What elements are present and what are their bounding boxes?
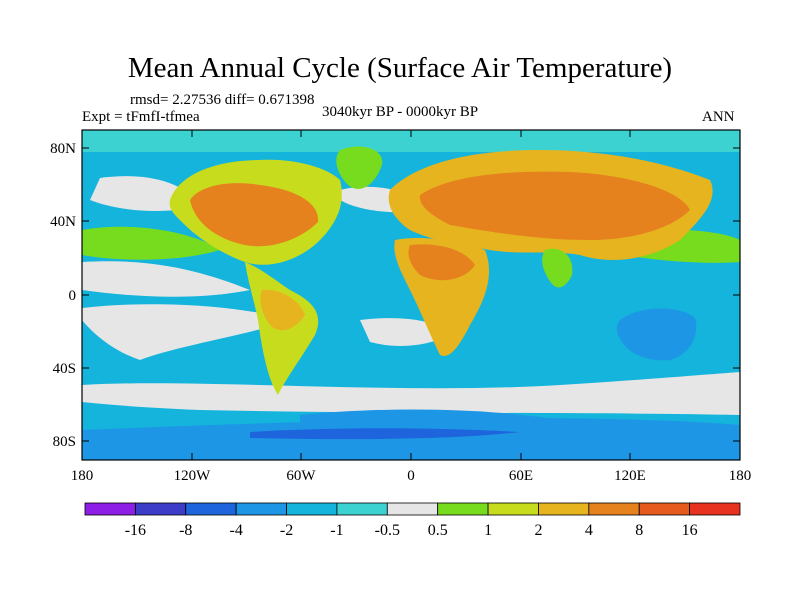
y-tick-label: 40N	[50, 214, 76, 230]
season-label: ANN	[702, 109, 735, 125]
colorbar-label: 2	[534, 522, 542, 539]
y-axis: 80N 40N 0 40S 80S	[50, 141, 740, 450]
y-tick-label: 40S	[53, 361, 76, 377]
experiment-label: Expt = tFmfI-tfmea	[82, 109, 200, 125]
australia	[616, 308, 697, 361]
colorbar-swatch	[84, 502, 136, 516]
antarctica	[82, 418, 740, 460]
africa-warm	[408, 244, 475, 281]
southern-ocean-neutral	[82, 372, 740, 415]
india	[542, 248, 573, 288]
x-tick-label: 180	[729, 468, 752, 484]
x-tick-label: 120W	[174, 468, 212, 484]
colorbar-swatch	[286, 502, 338, 516]
south-pacific-neutral	[82, 304, 290, 360]
colorbar-label: 16	[682, 522, 698, 539]
period-label: 3040kyr BP - 0000kyr BP	[322, 104, 479, 120]
colorbar-swatch	[185, 502, 237, 516]
map-field	[82, 130, 740, 460]
x-tick-label: 0	[407, 468, 415, 484]
colorbar-label: -4	[229, 522, 242, 539]
colorbar-swatch	[336, 502, 388, 516]
eurasia-warm	[419, 171, 690, 240]
colorbar-label: 0.5	[428, 522, 448, 539]
colorbar-swatch	[588, 502, 640, 516]
x-tick-label: 60W	[286, 468, 316, 484]
colorbar-swatch	[134, 502, 187, 516]
colorbar-label: 1	[484, 522, 492, 539]
colorbar-label: 4	[585, 522, 593, 539]
y-tick-label: 80S	[53, 434, 76, 450]
stats-label: rmsd= 2.27536 diff= 0.671398	[130, 92, 315, 108]
colorbar-swatch	[235, 502, 287, 516]
chart-title: Mean Annual Cycle (Surface Air Temperatu…	[127, 52, 673, 84]
pacific-green-band	[82, 226, 220, 260]
colorbar-label: -0.5	[375, 522, 400, 539]
colorbar-swatch	[437, 502, 489, 516]
colorbar-label: 8	[635, 522, 643, 539]
colorbar-swatch	[689, 502, 741, 516]
x-tick-label: 180	[71, 468, 94, 484]
north-america-warm	[190, 183, 319, 247]
south-america-warm	[260, 289, 305, 331]
colorbar-swatch	[386, 502, 439, 516]
greenland	[336, 146, 383, 189]
tropical-pacific-neutral	[82, 261, 250, 297]
colorbar-label: -16	[125, 522, 146, 539]
colorbar-swatch	[487, 502, 539, 516]
y-tick-label: 0	[69, 288, 77, 304]
colorbar-swatch	[638, 502, 691, 516]
x-tick-label: 120E	[614, 468, 646, 484]
colorbar-label: -8	[179, 522, 192, 539]
x-axis: 180 120W 60W 0 60E 120E 180	[71, 130, 752, 484]
colorbar: -16 -8 -4 -2 -1 -0.5 0.5 1 2 4 8 16	[84, 502, 741, 539]
colorbar-swatch	[538, 502, 590, 516]
y-tick-label: 80N	[50, 141, 76, 157]
x-tick-label: 60E	[509, 468, 533, 484]
colorbar-label: -2	[280, 522, 293, 539]
arctic-band	[82, 130, 740, 152]
colorbar-label: -1	[330, 522, 343, 539]
antarctic-cold	[250, 428, 520, 440]
